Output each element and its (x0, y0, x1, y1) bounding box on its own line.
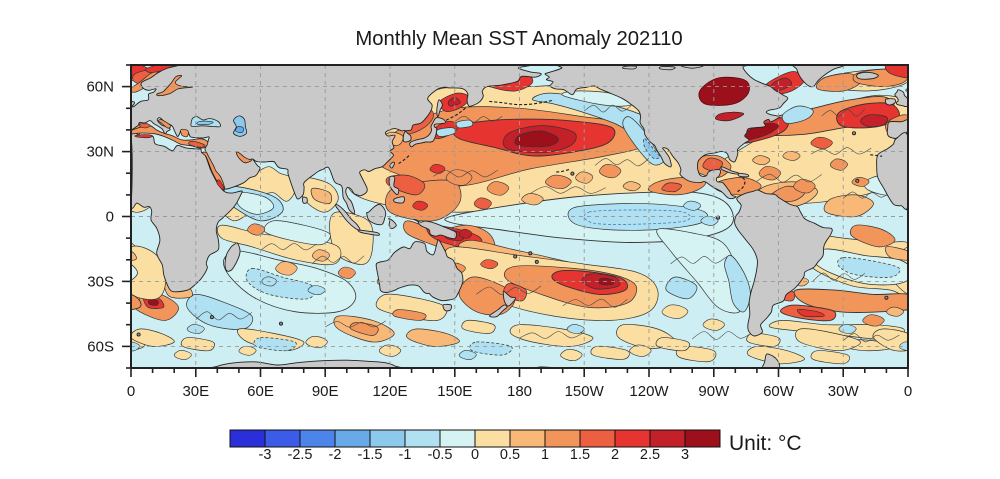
svg-text:30S: 30S (87, 273, 114, 290)
svg-text:120W: 120W (629, 383, 669, 400)
svg-text:120E: 120E (372, 383, 407, 400)
svg-text:60W: 60W (763, 383, 795, 400)
svg-text:30W: 30W (828, 383, 860, 400)
svg-text:Unit: °C: Unit: °C (729, 432, 802, 455)
svg-text:60S: 60S (87, 338, 114, 355)
svg-text:0: 0 (127, 383, 135, 400)
svg-text:-2: -2 (329, 447, 342, 463)
svg-text:60E: 60E (247, 383, 274, 400)
svg-text:-1.5: -1.5 (358, 447, 383, 463)
svg-text:3: 3 (681, 447, 689, 463)
svg-text:150W: 150W (565, 383, 605, 400)
svg-text:0.5: 0.5 (500, 447, 520, 463)
svg-text:-2.5: -2.5 (288, 447, 313, 463)
svg-text:-0.5: -0.5 (428, 447, 453, 463)
svg-text:Monthly Mean SST Anomaly 20211: Monthly Mean SST Anomaly 202110 (355, 28, 682, 50)
svg-text:2.5: 2.5 (640, 447, 660, 463)
svg-text:0: 0 (106, 209, 114, 226)
svg-text:-3: -3 (259, 447, 272, 463)
svg-text:90W: 90W (698, 383, 730, 400)
svg-text:2: 2 (611, 447, 619, 463)
svg-text:30N: 30N (86, 144, 114, 161)
svg-text:1: 1 (541, 447, 549, 463)
svg-text:-1: -1 (399, 447, 412, 463)
svg-text:60N: 60N (86, 79, 114, 96)
svg-text:0: 0 (904, 383, 912, 400)
svg-text:180: 180 (507, 383, 532, 400)
svg-text:90E: 90E (312, 383, 339, 400)
svg-text:1.5: 1.5 (570, 447, 590, 463)
svg-text:30E: 30E (182, 383, 209, 400)
svg-text:150E: 150E (437, 383, 472, 400)
svg-text:0: 0 (471, 447, 479, 463)
